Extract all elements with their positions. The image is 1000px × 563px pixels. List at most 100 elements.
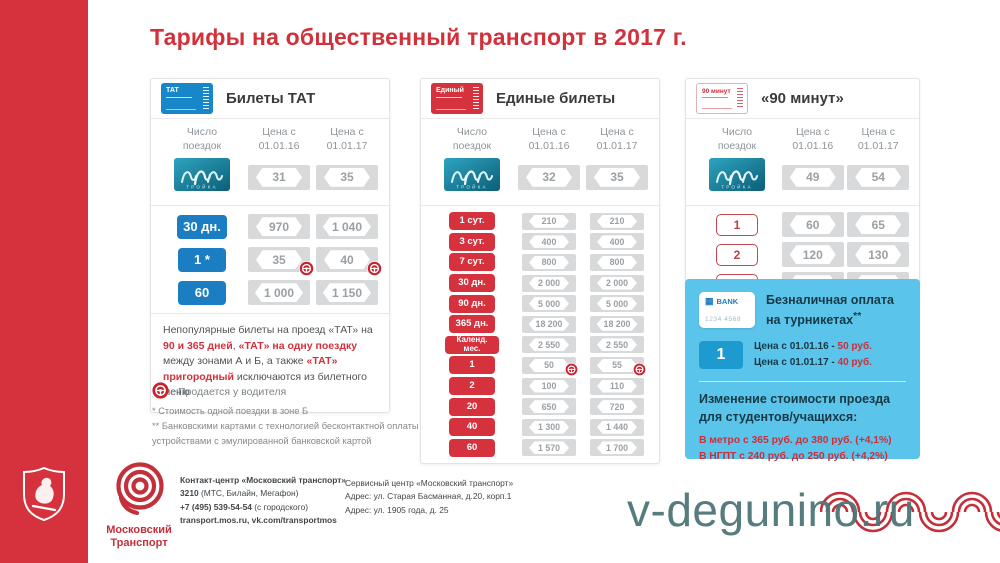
price-ticket: 800 (522, 253, 576, 271)
price-ticket: 18 200 (590, 315, 644, 333)
cashless-title: Безналичная оплата на турникетах** (766, 293, 894, 327)
trips-badge: 1 сут. (449, 212, 495, 231)
bank-card-number: 1234 4568 (705, 316, 742, 323)
footnote-zone-b: * Стоимость одной поездки в зоне Б (152, 406, 309, 416)
trips-badge: 7 сут. (449, 253, 495, 272)
students-title: Изменение стоимости проезда для студенто… (699, 392, 891, 424)
tat-panel-header: ТАТ Билеты ТАТ (151, 79, 389, 119)
students-ngpt-line: В НГПТ с 240 руб. до 250 руб. (+4,2%) (699, 450, 888, 462)
col-header-trips: Число поездок (452, 126, 492, 152)
contact-phone-city: +7 (495) 539-54-54 (с городского) (180, 501, 309, 512)
moscow-transport-logo-text: Московский Транспорт (106, 524, 172, 549)
edinye-table-header: Число поездок Цена с 01.01.16 Цена с 01.… (421, 119, 659, 207)
price-ticket: 400 (590, 233, 644, 251)
price-ticket: 110 (590, 377, 644, 395)
price-ticket: 1 040 (316, 214, 378, 240)
contact-phone-short: 3210 (МТС, Билайн, Мегафон) (180, 488, 299, 499)
fare-row: 1 50 55 (429, 356, 651, 376)
fare-row: 20 650 720 (429, 397, 651, 416)
tat-panel-title: Билеты ТАТ (226, 90, 316, 107)
fare-row: 2 120 130 (694, 242, 911, 268)
price-ticket: 32 (518, 164, 580, 190)
price-ticket: 130 (847, 242, 910, 268)
cashless-panel: ▦ BANK 1234 4568 Безналичная оплата на т… (685, 279, 920, 462)
col-header-price16: Цена с 01.01.16 (792, 126, 834, 152)
price-ticket: 1 000 (248, 280, 310, 306)
contact-center-title: Контакт-центр «Московский транспорт» (180, 475, 346, 485)
90min-card-icon: 90 минут (696, 83, 748, 114)
fare-row: 90 дн. 5 000 5 000 (429, 294, 651, 313)
col-header-price17: Цена с 01.01.17 (326, 126, 368, 152)
trips-badge: 1 (699, 340, 743, 369)
price-ticket: 1 150 (316, 280, 378, 306)
price-ticket: 970 (248, 214, 310, 240)
moscow-transport-logo: Московский Транспорт (94, 462, 184, 549)
price-ticket: 210 (590, 212, 644, 230)
price-ticket: 400 (522, 233, 576, 251)
col-header-trips: Число поездок (717, 126, 757, 152)
edinye-rows: 1 сут. 210 210 3 сут. 400 400 7 сут. 800… (421, 206, 659, 463)
fare-row: 1 сут. 210 210 (429, 212, 651, 231)
trips-badge: 2 (716, 243, 758, 266)
sold-by-driver-icon (152, 382, 169, 402)
price-ticket: 35 (316, 164, 378, 190)
price-ticket: 31 (248, 164, 310, 190)
90min-panel-header: 90 минут «90 минут» (686, 79, 919, 119)
troika-card-image: ТРОЙКА (444, 158, 500, 196)
driver-legend-text: Продается у водителя (178, 386, 287, 398)
card-chip-icon: ▦ (705, 296, 714, 306)
ediny-card-label: Единый (436, 87, 464, 94)
trips-badge: 90 дн. (449, 294, 495, 313)
trips-badge: 60 (178, 280, 226, 305)
price-ticket: 35 (586, 164, 648, 190)
cashless-price-row: 1 Цена с 01.01.16 - 50 руб. Цена с 01.01… (699, 339, 906, 370)
service-address-1: Адрес: ул. Старая Басманная, д.20, корп.… (345, 491, 512, 502)
fare-row: 7 сут. 800 800 (429, 253, 651, 272)
price-ticket: 120 (781, 242, 844, 268)
driver-legend: Продается у водителя (152, 382, 286, 402)
col-header-trips: Число поездок (182, 126, 222, 152)
tat-rows: 30 дн. 970 1 040 1 * 35 40 60 1 000 1 15… (151, 206, 389, 313)
trips-badge: 40 (449, 418, 495, 437)
price-ticket: 49 (781, 164, 844, 190)
price-ticket: 1 700 (590, 439, 644, 457)
service-center-info: Сервисный центр «Московский транспорт» А… (345, 477, 513, 517)
fare-row: 2 100 110 (429, 377, 651, 396)
trips-badge: 30 дн. (177, 214, 227, 239)
fare-row: 40 1 300 1 440 (429, 418, 651, 437)
price-ticket: 800 (590, 253, 644, 271)
sold-by-driver-icon (565, 362, 580, 378)
fare-row: 30 дн. 2 000 2 000 (429, 274, 651, 293)
price-ticket: 55 (590, 356, 646, 376)
trips-badge: 365 дн. (449, 315, 495, 334)
90min-table-header: Число поездок Цена с 01.01.16 Цена с 01.… (686, 119, 919, 207)
page-title: Тарифы на общественный транспорт в 2017 … (150, 24, 687, 50)
price-ticket: 5 000 (522, 295, 576, 313)
sold-by-driver-icon (633, 362, 648, 378)
price-ticket: 50 (522, 356, 578, 376)
fare-row: 3 сут. 400 400 (429, 232, 651, 251)
fare-row: 60 1 570 1 700 (429, 438, 651, 457)
sold-by-driver-icon (367, 261, 382, 277)
price-ticket: 2 000 (522, 274, 576, 292)
svg-text:ТРОЙКА: ТРОЙКА (186, 183, 218, 190)
col-header-price16: Цена с 01.01.16 (528, 126, 570, 152)
footnote-bank-cards: ** Банковскими картами с технологией бес… (152, 420, 485, 446)
price-ticket: 210 (522, 212, 576, 230)
bank-card-icon: ▦ BANK 1234 4568 (699, 292, 755, 328)
trips-badge: 20 (449, 397, 495, 416)
fare-row: 30 дн. 970 1 040 (159, 214, 381, 240)
fare-row: 60 1 000 1 150 (159, 280, 381, 306)
trips-badge: 1 (449, 356, 495, 375)
edinye-panel-header: Единый Единые билеты (421, 79, 659, 119)
price-ticket: 65 (847, 212, 910, 238)
moscow-coat-of-arms (21, 466, 67, 522)
trips-badge: Календ. мес. (445, 336, 499, 354)
price-ticket: 18 200 (522, 315, 576, 333)
ediny-card-icon: Единый (431, 83, 483, 114)
trips-badge: 1 * (178, 247, 226, 272)
price-ticket: 2 550 (590, 336, 644, 354)
service-address-2: Адрес: ул. 1905 года, д. 25 (345, 504, 449, 515)
tat-panel: ТАТ Билеты ТАТ Число поездок Цена с 01.0… (150, 78, 390, 413)
